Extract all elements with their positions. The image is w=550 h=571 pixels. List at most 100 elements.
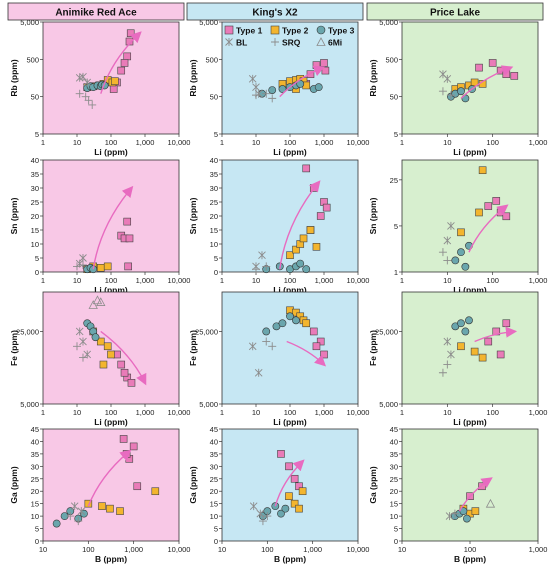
point-srq	[73, 342, 81, 351]
x-tick-label: 100	[82, 545, 95, 554]
x-tick-label: 10,000	[347, 276, 370, 285]
point-type-3	[462, 514, 471, 523]
point-bl	[447, 221, 455, 230]
point-srq	[73, 262, 81, 271]
x-axis-label: Li (ppm)	[94, 147, 128, 157]
legend-label: SRQ	[282, 38, 301, 48]
legend-item-type-1: Type 1	[224, 25, 263, 36]
y-tick-label: 30	[390, 462, 398, 471]
y-axis-label: Rb (ppm)	[9, 59, 19, 96]
y-tick-label: 15	[31, 226, 39, 235]
x-tick-label: 100	[284, 276, 297, 285]
point-type-1	[475, 63, 483, 72]
plot-area	[401, 428, 539, 542]
point-type-1	[320, 350, 328, 359]
x-tick-label: 10,000	[347, 138, 370, 147]
point-type-2	[106, 504, 114, 513]
point-type-2	[478, 166, 487, 175]
point-type-1	[129, 442, 138, 451]
point-type-2	[286, 251, 294, 259]
point-type-3	[277, 509, 285, 518]
point-type-3	[292, 316, 300, 325]
x-tick-label: 10	[252, 408, 260, 417]
point-srq	[438, 87, 447, 96]
point-type-1	[109, 85, 118, 93]
point-type-1	[312, 342, 321, 351]
y-tick-label: 15	[31, 500, 39, 509]
x-tick-label: 1,000	[136, 408, 155, 417]
x-tick-label: 1,000	[529, 545, 548, 554]
legend-marker	[224, 25, 234, 35]
x-tick-label: 1	[41, 408, 45, 417]
panel-price-lake-sn-vs-li: 1 5 25 1 10 100 1,000 Li (ppm) Sn (ppm)	[368, 159, 547, 295]
x-tick-label: 1,000	[529, 138, 548, 147]
y-tick-label: 5	[394, 222, 398, 231]
point-srq	[443, 256, 452, 265]
x-tick-label: 1	[400, 276, 404, 285]
x-axis-label: Li (ppm)	[273, 285, 307, 295]
point-srq	[446, 91, 455, 100]
point-bl	[256, 509, 265, 518]
point-bl	[443, 74, 452, 83]
trend-arrow	[460, 65, 514, 99]
point-type-2	[96, 263, 105, 272]
point-bl	[447, 350, 455, 359]
x-tick-label: 10	[218, 545, 226, 554]
x-tick-label: 100	[486, 408, 499, 417]
panel-animike-red-ace-sn-vs-li: 0 5 10 15 20 25 30 35 40 1 10 100 1,000 10,000 Li (ppm…	[9, 156, 190, 295]
point-type-3	[52, 519, 61, 528]
x-tick-label: 10	[398, 545, 406, 554]
x-tick-label: 1	[400, 138, 404, 147]
y-axis-label: Sn (ppm)	[368, 197, 378, 234]
legend-marker	[316, 37, 326, 46]
y-tick-label: 5,000	[20, 18, 39, 27]
x-tick-label: 10	[252, 138, 260, 147]
x-axis-label: Li (ppm)	[94, 285, 128, 295]
y-tick-label: 30	[31, 184, 39, 193]
y-tick-label: 35	[390, 450, 398, 459]
x-tick-label: 100	[261, 545, 274, 554]
y-tick-label: 5	[214, 525, 218, 534]
y-axis-label: Fe (ppm)	[188, 330, 198, 366]
point-6mi	[485, 498, 496, 508]
y-tick-label: 5,000	[379, 18, 398, 27]
y-tick-label: 5	[394, 130, 398, 139]
point-srq	[443, 360, 452, 369]
point-type-2	[298, 487, 307, 496]
column-headers: Animike Red Ace King's X2 Price Lake	[7, 2, 544, 21]
legend-marker	[225, 38, 233, 46]
y-tick-label: 0	[214, 537, 218, 546]
legend-marker	[316, 25, 326, 35]
point-type-1	[312, 61, 321, 69]
point-type-1	[320, 59, 328, 67]
y-tick-label: 10	[210, 240, 218, 249]
y-tick-label: 25,000	[16, 327, 39, 336]
x-tick-label: 1,000	[315, 276, 334, 285]
y-tick-label: 20	[31, 487, 39, 496]
plot-area	[221, 428, 359, 542]
y-tick-label: 0	[35, 268, 39, 277]
x-tick-label: 100	[105, 138, 118, 147]
point-type-1	[502, 319, 511, 328]
y-axis-label: Rb (ppm)	[368, 59, 378, 96]
point-type-1	[123, 217, 132, 226]
y-tick-label: 20	[31, 212, 39, 221]
point-type-2	[470, 347, 479, 356]
y-tick-label: 0	[35, 537, 39, 546]
y-axis-label: Fe (ppm)	[9, 330, 19, 366]
point-type-3	[461, 327, 470, 336]
point-type-3	[91, 333, 100, 342]
x-tick-label: 1,000	[315, 138, 334, 147]
x-tick-label: 1	[400, 408, 404, 417]
x-tick-label: 1,000	[136, 138, 155, 147]
x-tick-label: 100	[284, 138, 297, 147]
y-tick-label: 40	[210, 437, 218, 446]
x-tick-label: 1	[220, 408, 224, 417]
y-tick-label: 25	[390, 475, 398, 484]
trend-arrow	[468, 204, 509, 253]
point-type-2	[457, 228, 465, 237]
x-tick-label: 100	[486, 276, 499, 285]
y-tick-label: 25	[390, 176, 398, 185]
panel-price-lake-fe-vs-li: 5,000 25,000 1 10 100 1,000 Li (ppm) Fe (ppm)	[368, 291, 547, 427]
